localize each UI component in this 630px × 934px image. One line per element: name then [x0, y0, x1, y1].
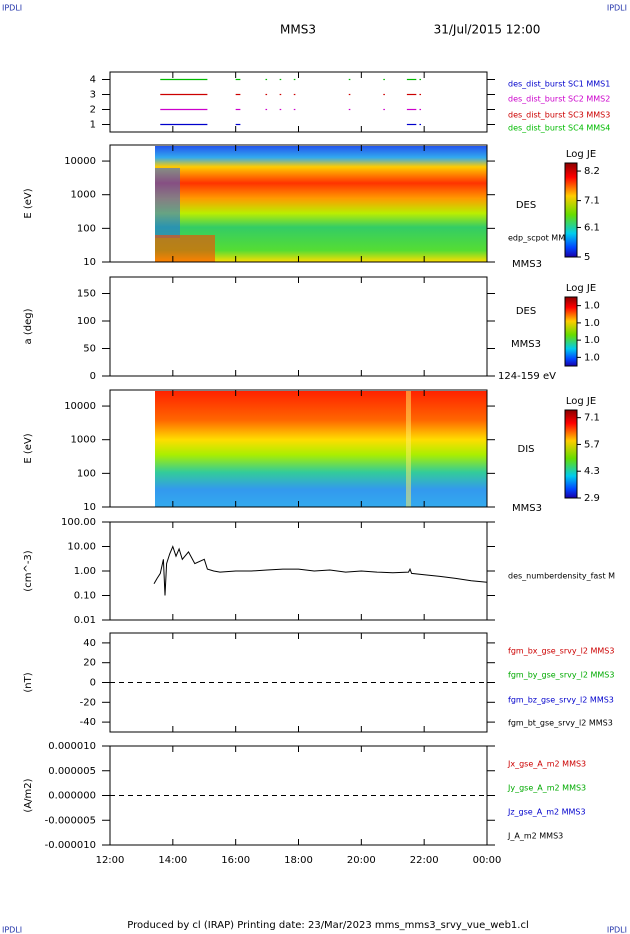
- side-label: DIS: [518, 444, 535, 455]
- y-axis-label: (nT): [23, 672, 34, 692]
- corner-tag: IPDLI: [607, 4, 627, 13]
- y-axis-label: a (deg): [23, 308, 34, 344]
- panel-frame: [109, 276, 488, 377]
- colorbar-tick-label: 1.0: [584, 301, 600, 312]
- colorbar-tick-label: 4.3: [584, 466, 600, 477]
- title: MMS3: [280, 23, 316, 37]
- y-tick-label: 1: [90, 120, 96, 131]
- spectrogram-image: [155, 391, 487, 507]
- y-tick-label: 0: [90, 371, 96, 382]
- y-tick-label: -40: [80, 717, 96, 728]
- legend-entry: des_numberdensity_fast M: [508, 572, 615, 581]
- legend-entry: des_dist_burst SC4 MMS4: [508, 124, 610, 133]
- y-tick-label: -20: [80, 697, 96, 708]
- colorbar-tick-label: 5: [584, 252, 590, 263]
- legend-entry: des_dist_burst SC1 MMS1: [508, 80, 610, 89]
- colorbar-tick-label: 5.7: [584, 439, 600, 450]
- y-tick-label: 0.01: [74, 615, 96, 626]
- y-axis-label: E (eV): [23, 433, 34, 463]
- y-tick-label: 20: [83, 658, 96, 669]
- y-axis-label: (A/m2): [23, 778, 34, 812]
- legend-entry: Jy_gse_A_m2 MMS3: [507, 784, 586, 793]
- colorbar-tick-label: 1.0: [584, 335, 600, 346]
- colorbar-tick-label: 1.0: [584, 352, 600, 363]
- y-axis-label: E (eV): [23, 188, 34, 218]
- y-tick-label: 100: [77, 316, 96, 327]
- spectrogram-image: [406, 391, 411, 507]
- legend-entry: fgm_by_gse_srvy_l2 MMS3: [508, 671, 614, 680]
- legend-entry: fgm_bx_gse_srvy_l2 MMS3: [508, 647, 614, 656]
- x-tick-label: 20:00: [347, 855, 376, 866]
- y-tick-label: 2: [90, 105, 96, 116]
- x-tick-label: 16:00: [221, 855, 250, 866]
- y-tick-label: 0.000000: [48, 791, 96, 802]
- colorbar-title: Log JE: [566, 283, 596, 294]
- y-tick-label: 4: [90, 75, 96, 86]
- legend-entry: J_A_m2 MMS3: [507, 832, 563, 841]
- colorbar: [564, 162, 578, 258]
- x-tick-label: 22:00: [410, 855, 439, 866]
- colorbar-tick-label: 1.0: [584, 318, 600, 329]
- x-tick-label: 14:00: [158, 855, 187, 866]
- corner-tag: IPDLI: [2, 926, 22, 934]
- side-label: MMS3: [512, 259, 542, 270]
- spectrogram-image: [155, 235, 215, 262]
- colorbar-tick-label: 8.2: [584, 166, 600, 177]
- side-label: edp_scpot MMS3: [508, 234, 575, 243]
- y-axis-label: (cm^-3): [23, 550, 34, 591]
- y-tick-label: 10: [83, 502, 96, 513]
- y-tick-label: 100.00: [61, 517, 96, 528]
- y-tick-label: 10.00: [67, 542, 96, 553]
- y-tick-label: 10000: [64, 401, 96, 412]
- legend-entry: fgm_bz_gse_srvy_l2 MMS3: [508, 696, 614, 705]
- y-tick-label: -0.000010: [45, 840, 96, 851]
- y-tick-label: 10000: [64, 156, 96, 167]
- data-line: [153, 545, 488, 596]
- y-tick-label: 1.00: [74, 566, 96, 577]
- legend-entry: des_dist_burst SC3 MMS3: [508, 111, 610, 120]
- legend-entry: des_dist_burst SC2 MMS2: [508, 95, 610, 104]
- y-tick-label: 0.000005: [48, 766, 96, 777]
- side-label: 124-159 eV: [498, 371, 556, 382]
- side-label: MMS3: [512, 503, 542, 514]
- y-tick-label: 3: [90, 90, 96, 101]
- legend-entry: Jx_gse_A_m2 MMS3: [507, 760, 586, 769]
- spectrogram-image: [155, 168, 180, 238]
- footer: Produced by cl (IRAP) Printing date: 23/…: [127, 920, 528, 931]
- x-tick-label: 00:00: [473, 855, 502, 866]
- colorbar-title: Log JE: [566, 149, 596, 160]
- y-tick-label: 0: [90, 678, 96, 689]
- y-tick-label: -0.000005: [45, 815, 96, 826]
- y-tick-label: 10: [83, 257, 96, 268]
- y-tick-label: 100: [77, 223, 96, 234]
- y-tick-label: 1000: [71, 435, 96, 446]
- y-tick-label: 150: [77, 289, 96, 300]
- y-tick-label: 0.000010: [48, 741, 96, 752]
- side-label: DES: [516, 200, 536, 211]
- panel-frame: [109, 71, 488, 133]
- y-tick-label: 1000: [71, 190, 96, 201]
- legend-entry: Jz_gse_A_m2 MMS3: [507, 808, 586, 817]
- colorbar-title: Log JE: [566, 396, 596, 407]
- legend-entry: fgm_bt_gse_srvy_l2 MMS3: [508, 719, 613, 728]
- date: 31/Jul/2015 12:00: [434, 23, 541, 37]
- y-tick-label: 40: [83, 638, 96, 649]
- colorbar: [564, 409, 578, 499]
- x-tick-label: 18:00: [284, 855, 313, 866]
- y-tick-label: 0.10: [74, 591, 96, 602]
- corner-tag: IPDLI: [2, 4, 22, 13]
- x-tick-label: 12:00: [96, 855, 125, 866]
- colorbar-tick-label: 7.1: [584, 413, 600, 424]
- colorbar-tick-label: 6.1: [584, 222, 600, 233]
- side-label: MMS3: [511, 339, 541, 350]
- colorbar-tick-label: 7.1: [584, 196, 600, 207]
- side-label: DES: [516, 306, 536, 317]
- y-tick-label: 50: [83, 344, 96, 355]
- colorbar: [564, 296, 578, 367]
- corner-tag: IPDLI: [607, 926, 627, 934]
- y-tick-label: 100: [77, 468, 96, 479]
- colorbar-tick-label: 2.9: [584, 493, 600, 504]
